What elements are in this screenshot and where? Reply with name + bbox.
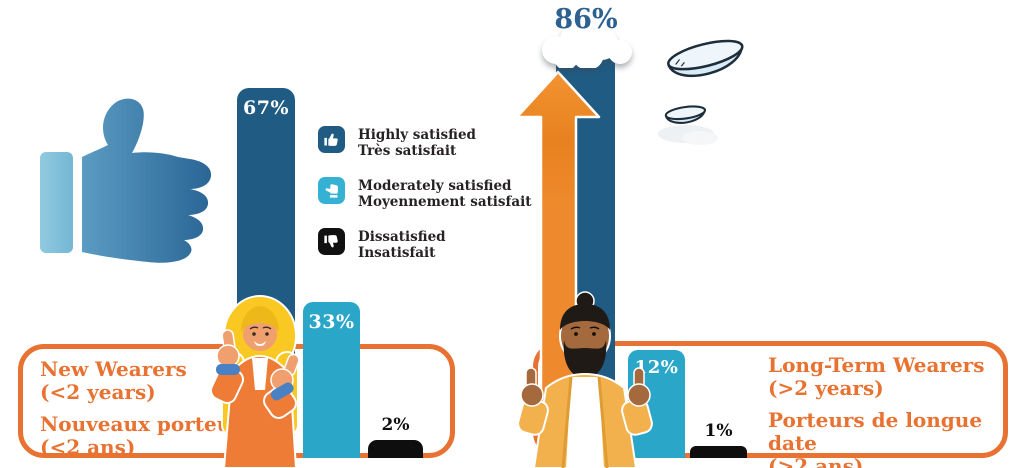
bar-value-label: 12%	[634, 357, 679, 378]
group-label-en-line2: (<2 years)	[40, 380, 156, 404]
group-label-en-line2: (>2 years)	[768, 376, 884, 400]
group-label-fr-line1: Nouveaux porteurs	[40, 412, 254, 436]
bar-value-label: 67%	[243, 97, 289, 119]
group-label-fr-line1: Porteurs de longue date	[768, 408, 983, 455]
up-arrow-icon	[515, 70, 601, 458]
legend-item-dissatisfied: Dissatisfied Insatisfait	[318, 227, 531, 262]
group-label-en-line1: Long-Term Wearers	[768, 353, 985, 377]
contact-lens-icon	[664, 105, 707, 124]
contact-lens-icon	[667, 39, 744, 77]
legend-label-en: Moderately satisfied	[358, 177, 512, 194]
contact-lens-icons	[658, 39, 744, 145]
legend-label-en: Highly satisfied	[358, 127, 476, 143]
legend-label-fr: Très satisfait	[358, 143, 457, 160]
legend-label-fr: Moyennement satisfait	[358, 194, 532, 211]
legend-label-en: Dissatisfied	[358, 228, 446, 245]
thumb-sideways-icon	[318, 176, 345, 204]
cloud-icon	[542, 22, 632, 68]
group-label-fr-line2: (>2 ans)	[768, 454, 864, 468]
bar-new-moderately-satisfied: 33%	[303, 302, 360, 458]
new-wearers-label: New Wearers (<2 years) Nouveaux porteurs…	[40, 358, 253, 459]
legend: Highly satisfied Très satisfait Moderate…	[318, 126, 531, 279]
headline-value: 86%	[554, 4, 618, 35]
bar-value-label: 33%	[308, 311, 355, 333]
thumbs-down-icon	[318, 227, 345, 255]
thumbs-up-icon	[318, 126, 345, 153]
bar-new-dissatisfied	[368, 440, 423, 458]
bar-longterm-dissatisfied	[690, 446, 747, 458]
legend-label-fr: Insatisfait	[358, 245, 436, 262]
legend-item-highly-satisfied: Highly satisfied Très satisfait	[318, 126, 531, 160]
bar-value-label: 2%	[381, 415, 410, 435]
long-term-wearer-illustration	[518, 291, 653, 468]
new-wearer-illustration	[209, 295, 300, 468]
group-label-en-line1: New Wearers	[40, 357, 187, 381]
thumbs-up-icon	[40, 98, 212, 263]
bar-value-label: 1%	[704, 421, 733, 441]
group-label-fr-line2: (<2 ans)	[40, 435, 136, 459]
longterm-wearers-label: Long-Term Wearers (>2 years) Porteurs de…	[768, 354, 1024, 468]
legend-item-moderately-satisfied: Moderately satisfied Moyennement satisfa…	[318, 176, 532, 211]
